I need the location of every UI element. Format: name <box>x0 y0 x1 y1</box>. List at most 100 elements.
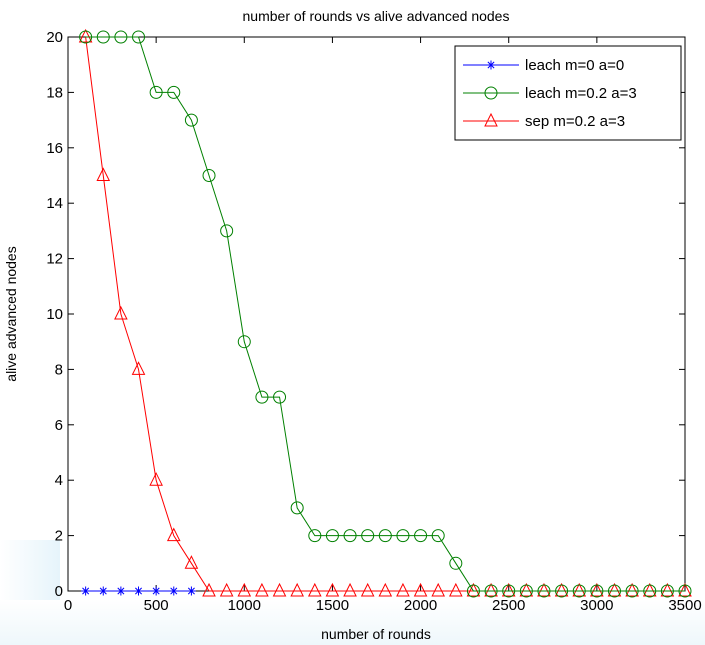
data-point <box>184 555 199 569</box>
data-point <box>202 169 216 182</box>
y-tick-label: 10 <box>46 306 63 323</box>
data-point <box>308 529 322 543</box>
legend-entry: sep m=0.2 a=3 <box>463 112 625 130</box>
data-point <box>449 582 463 597</box>
data-point <box>78 28 93 43</box>
data-point <box>184 113 198 127</box>
data-point <box>607 582 622 597</box>
data-point <box>678 582 692 597</box>
y-tick-label: 20 <box>46 29 63 46</box>
data-point <box>167 85 181 99</box>
data-point <box>519 584 533 598</box>
data-point <box>590 584 604 598</box>
legend-entry: leach m=0.2 a=3 <box>463 85 637 102</box>
data-point <box>466 582 481 597</box>
data-point <box>378 529 392 543</box>
data-point <box>131 361 146 375</box>
data-point <box>134 586 144 596</box>
data-point <box>325 529 339 543</box>
data-point <box>255 582 269 597</box>
data-point <box>343 582 357 597</box>
data-point <box>413 582 428 597</box>
legend-marker <box>486 60 496 70</box>
data-point <box>290 582 304 597</box>
data-point <box>607 584 621 598</box>
data-point <box>96 30 110 44</box>
data-point <box>554 582 569 597</box>
data-point <box>290 501 304 515</box>
data-point <box>660 584 674 598</box>
x-axis-title: number of rounds <box>321 626 431 642</box>
series-circle <box>79 30 692 598</box>
data-point <box>237 335 251 349</box>
data-point <box>466 584 480 598</box>
x-tick-label: 1500 <box>316 597 349 614</box>
legend-entry: leach m=0 a=0 <box>463 57 624 74</box>
data-point <box>132 30 146 44</box>
x-tick-label: 0 <box>64 597 72 614</box>
y-tick-label: 12 <box>46 251 63 268</box>
y-tick-label: 0 <box>55 583 63 600</box>
data-point <box>484 582 498 597</box>
x-tick-label: 1000 <box>228 597 261 614</box>
data-point <box>343 529 357 543</box>
data-point <box>660 582 675 597</box>
x-tick-label: 2000 <box>404 597 437 614</box>
background-decoration-bottom <box>0 600 705 645</box>
legend-label: sep m=0.2 a=3 <box>525 113 625 130</box>
data-point <box>220 224 234 238</box>
data-point <box>590 582 604 597</box>
y-tick-label: 4 <box>55 472 63 489</box>
y-axis-title: alive advanced nodes <box>3 246 19 381</box>
data-point <box>114 305 128 320</box>
data-point <box>396 582 410 597</box>
data-point <box>272 582 287 597</box>
data-point <box>166 527 181 542</box>
legend-marker <box>484 86 498 100</box>
data-point <box>98 586 108 596</box>
data-point <box>484 584 498 598</box>
data-point <box>555 584 569 598</box>
data-point <box>255 390 269 404</box>
data-point <box>519 582 534 597</box>
data-point <box>307 582 322 597</box>
y-tick-label: 14 <box>46 195 63 212</box>
data-point <box>219 582 234 597</box>
x-tick-label: 3500 <box>668 597 701 614</box>
data-point <box>96 167 111 181</box>
data-point <box>625 584 639 598</box>
data-point <box>169 586 179 596</box>
legend-marker <box>484 112 498 127</box>
y-tick-label: 8 <box>55 361 63 378</box>
data-point <box>361 529 375 543</box>
data-point <box>151 586 161 596</box>
y-tick-label: 16 <box>46 140 63 157</box>
axis-ticks: 0 500 1000 1500 2000 2500 3000 3500 0 2 4 6 8 10 12 14 1… <box>46 29 701 614</box>
x-tick-label: 500 <box>144 597 169 614</box>
data-point <box>237 582 252 597</box>
data-point <box>572 584 586 598</box>
data-point <box>273 390 287 404</box>
data-point <box>202 582 216 597</box>
data-point <box>572 582 587 597</box>
data-point <box>678 584 692 598</box>
data-point <box>431 529 445 543</box>
data-point <box>149 85 163 99</box>
data-point <box>360 582 375 597</box>
y-tick-label: 2 <box>55 528 63 545</box>
data-point <box>642 582 657 597</box>
data-point <box>149 472 163 486</box>
y-tick-label: 6 <box>55 417 63 434</box>
series-star <box>81 586 196 596</box>
data-point <box>502 584 516 598</box>
series-layer <box>78 28 692 598</box>
legend-label: leach m=0 a=0 <box>525 57 624 74</box>
data-point <box>378 582 393 597</box>
x-tick-label: 2500 <box>492 597 525 614</box>
data-point <box>643 584 657 598</box>
data-point <box>431 582 446 597</box>
legend: leach m=0 a=0 leach m=0.2 a=3 sep m=0.2 a=… <box>454 45 682 141</box>
legend-label: leach m=0.2 a=3 <box>525 85 637 102</box>
data-point <box>81 586 91 596</box>
